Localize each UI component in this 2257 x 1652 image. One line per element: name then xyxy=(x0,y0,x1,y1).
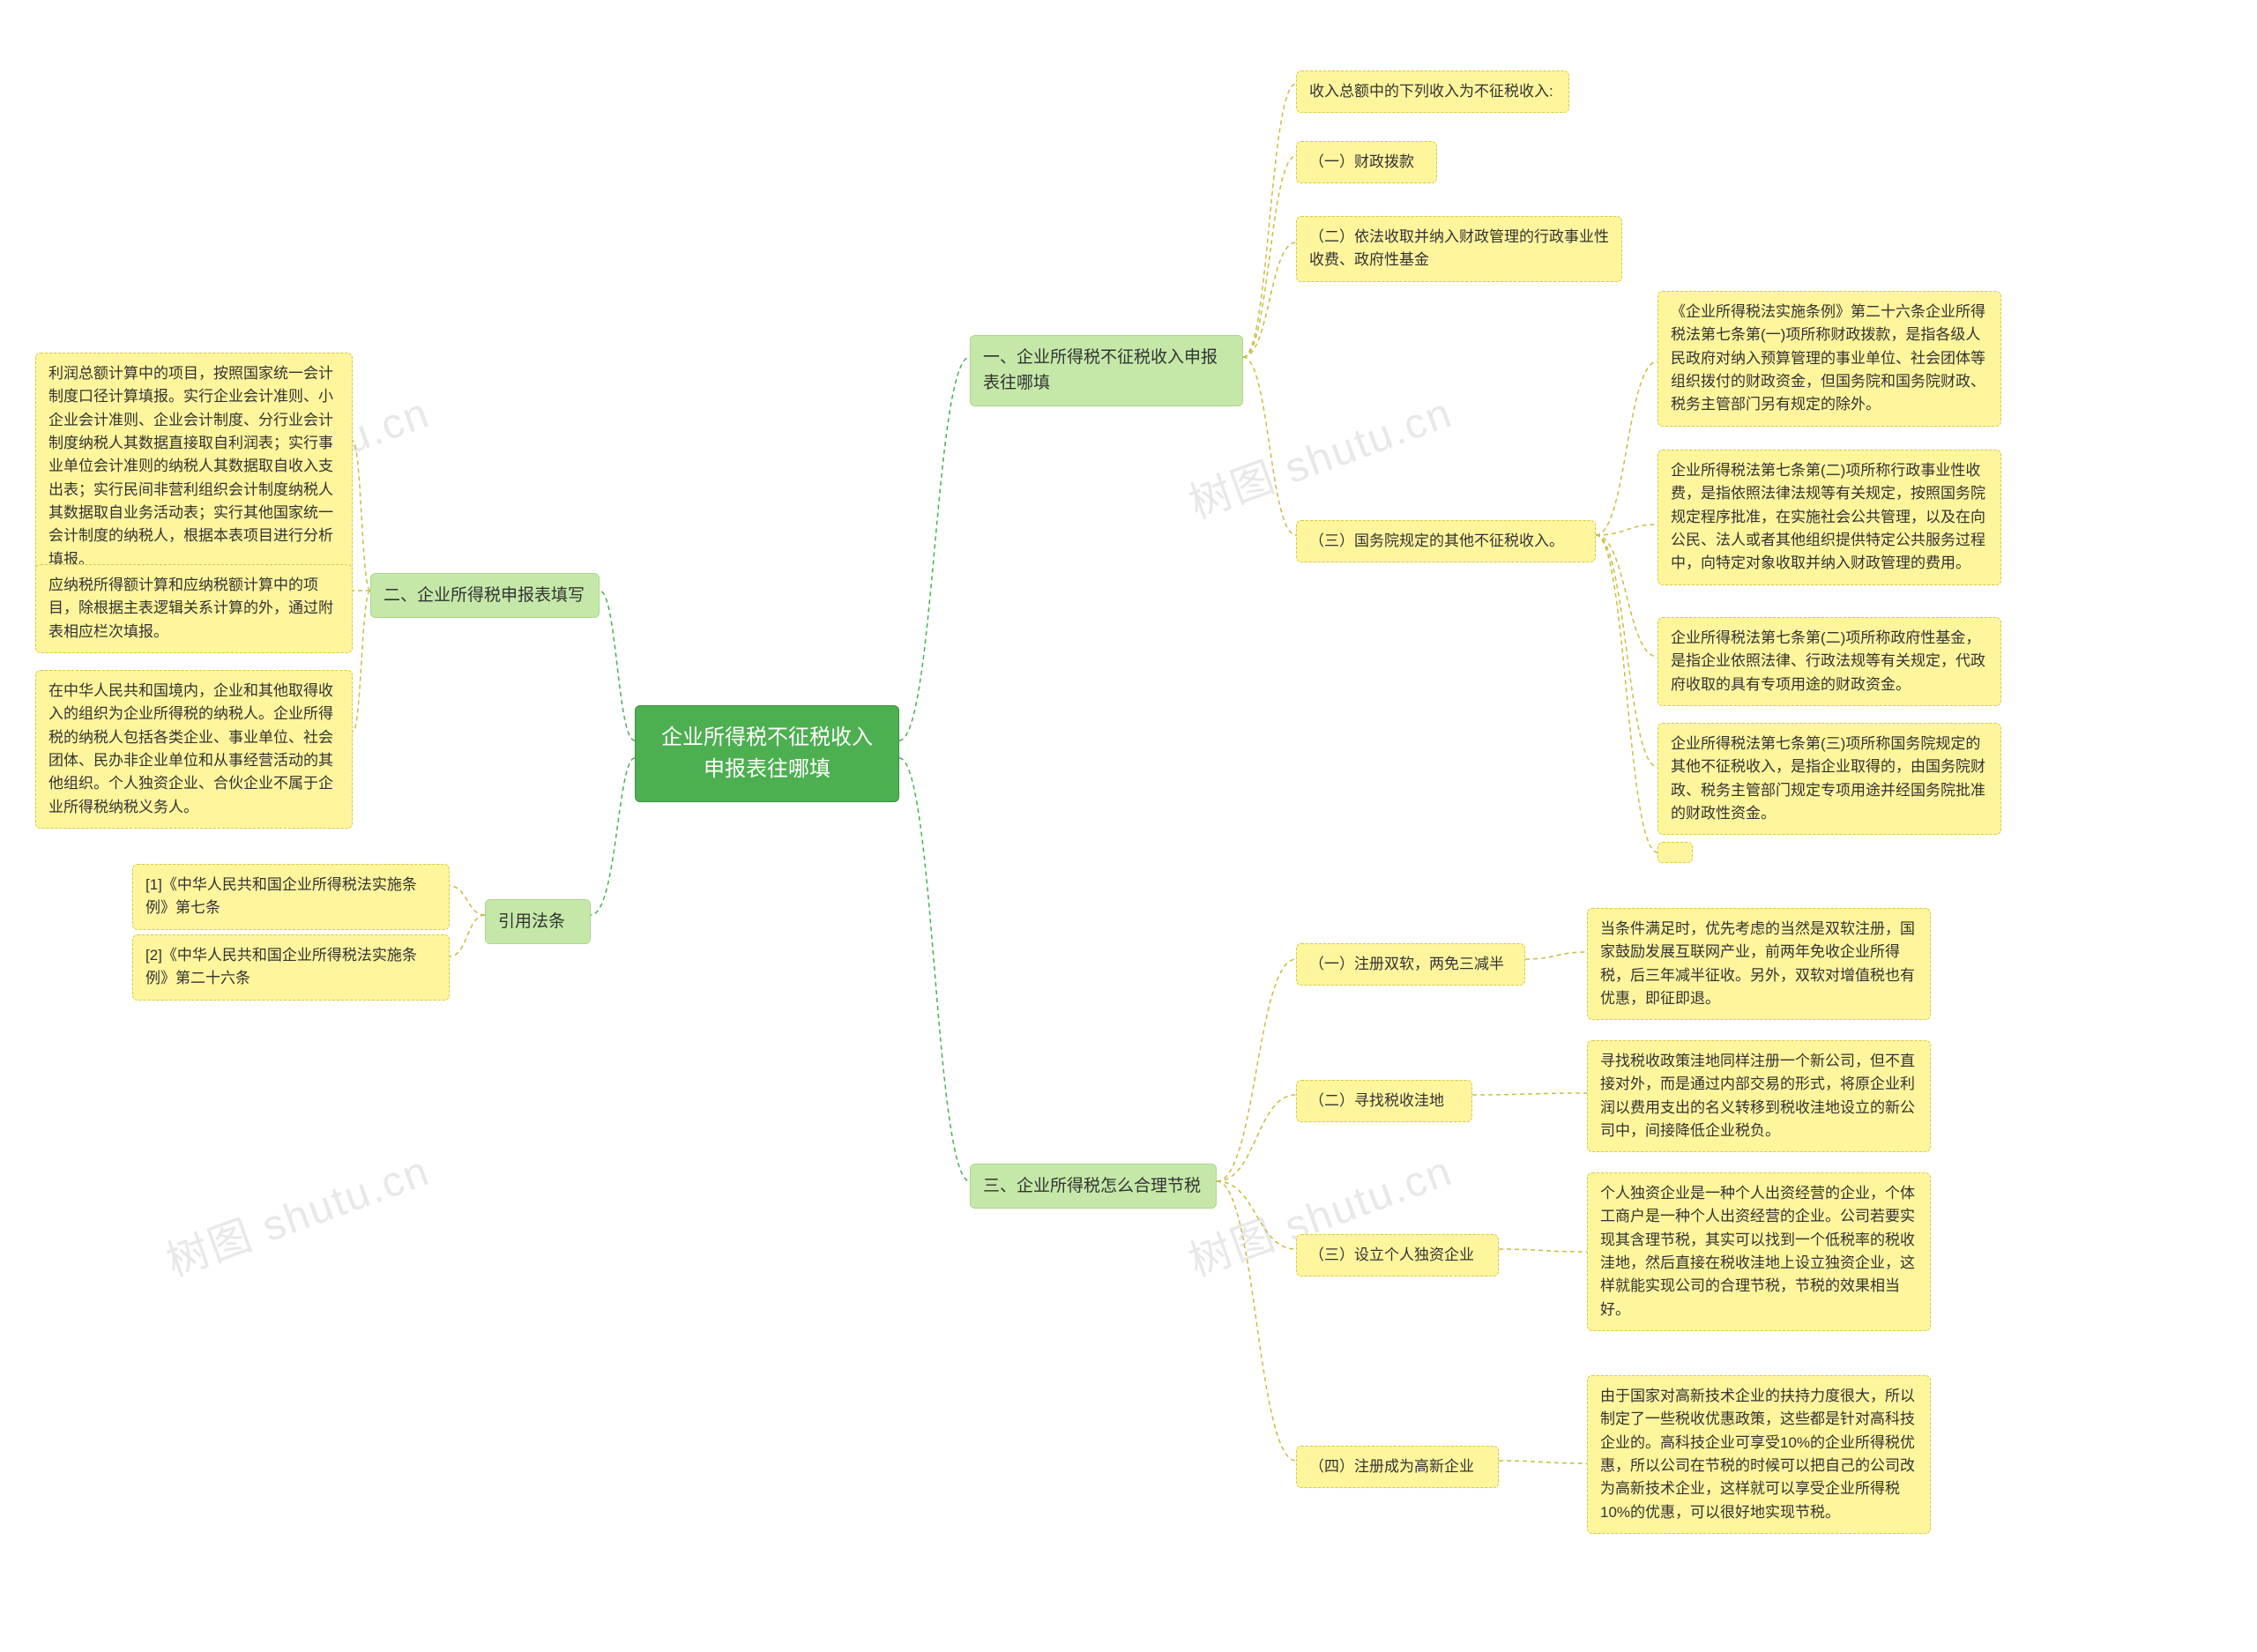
leaf-r1c[interactable]: （二）依法收取并纳入财政管理的行政事业性收费、政府性基金 xyxy=(1296,216,1622,282)
leaf-r3d[interactable]: （四）注册成为高新企业 xyxy=(1296,1446,1499,1488)
leaf-r3b1[interactable]: 寻找税收政策洼地同样注册一个新公司，但不直接对外，而是通过内部交易的形式，将原企… xyxy=(1587,1040,1931,1152)
leaf-r1b[interactable]: （一）财政拨款 xyxy=(1296,141,1437,183)
leaf-r3a[interactable]: （一）注册双软，两免三减半 xyxy=(1296,943,1525,986)
root-node[interactable]: 企业所得税不征税收入申报表往哪填 xyxy=(635,705,899,802)
leaf-l3a[interactable]: [1]《中华人民共和国企业所得税法实施条例》第七条 xyxy=(132,864,450,930)
leaf-r1d4[interactable]: 企业所得税法第七条第(三)项所称国务院规定的其他不征税收入，是指企业取得的，由国… xyxy=(1657,723,2001,835)
leaf-r3d1[interactable]: 由于国家对高新技术企业的扶持力度很大，所以制定了一些税收优惠政策，这些都是针对高… xyxy=(1587,1375,1931,1534)
branch-l2[interactable]: 二、企业所得税申报表填写 xyxy=(370,573,600,618)
branch-r1[interactable]: 一、企业所得税不征税收入申报表往哪填 xyxy=(970,335,1243,406)
branch-r3[interactable]: 三、企业所得税怎么合理节税 xyxy=(970,1164,1217,1209)
leaf-l2b[interactable]: 应纳税所得额计算和应纳税额计算中的项目，除根据主表逻辑关系计算的外，通过附表相应… xyxy=(35,564,353,653)
leaf-r3b[interactable]: （二）寻找税收洼地 xyxy=(1296,1080,1472,1122)
leaf-r1d1[interactable]: 《企业所得税法实施条例》第二十六条企业所得税法第七条第(一)项所称财政拨款，是指… xyxy=(1657,291,2001,427)
watermark: 树图 shutu.cn xyxy=(156,1136,436,1289)
branch-l3[interactable]: 引用法条 xyxy=(485,899,591,944)
leaf-r1d[interactable]: （三）国务院规定的其他不征税收入。 xyxy=(1296,520,1596,562)
leaf-r3c1[interactable]: 个人独资企业是一种个人出资经营的企业，个体工商户是一种个人出资经营的企业。公司若… xyxy=(1587,1172,1931,1331)
leaf-r1d3[interactable]: 企业所得税法第七条第(二)项所称政府性基金，是指企业依照法律、行政法规等有关规定… xyxy=(1657,617,2001,706)
leaf-r1d2[interactable]: 企业所得税法第七条第(二)项所称行政事业性收费，是指依照法律法规等有关规定，按照… xyxy=(1657,450,2001,585)
leaf-l3b[interactable]: [2]《中华人民共和国企业所得税法实施条例》第二十六条 xyxy=(132,934,450,1001)
leaf-r3a1[interactable]: 当条件满足时，优先考虑的当然是双软注册，国家鼓励发展互联网产业，前两年免收企业所… xyxy=(1587,908,1931,1020)
leaf-l2c[interactable]: 在中华人民共和国境内，企业和其他取得收入的组织为企业所得税的纳税人。企业所得税的… xyxy=(35,670,353,829)
leaf-r3c[interactable]: （三）设立个人独资企业 xyxy=(1296,1234,1499,1276)
leaf-r1d5-empty[interactable] xyxy=(1657,842,1693,863)
leaf-l2a[interactable]: 利润总额计算中的项目，按照国家统一会计制度口径计算填报。实行企业会计准则、小企业… xyxy=(35,353,353,581)
leaf-r1a[interactable]: 收入总额中的下列收入为不征税收入: xyxy=(1296,71,1569,113)
